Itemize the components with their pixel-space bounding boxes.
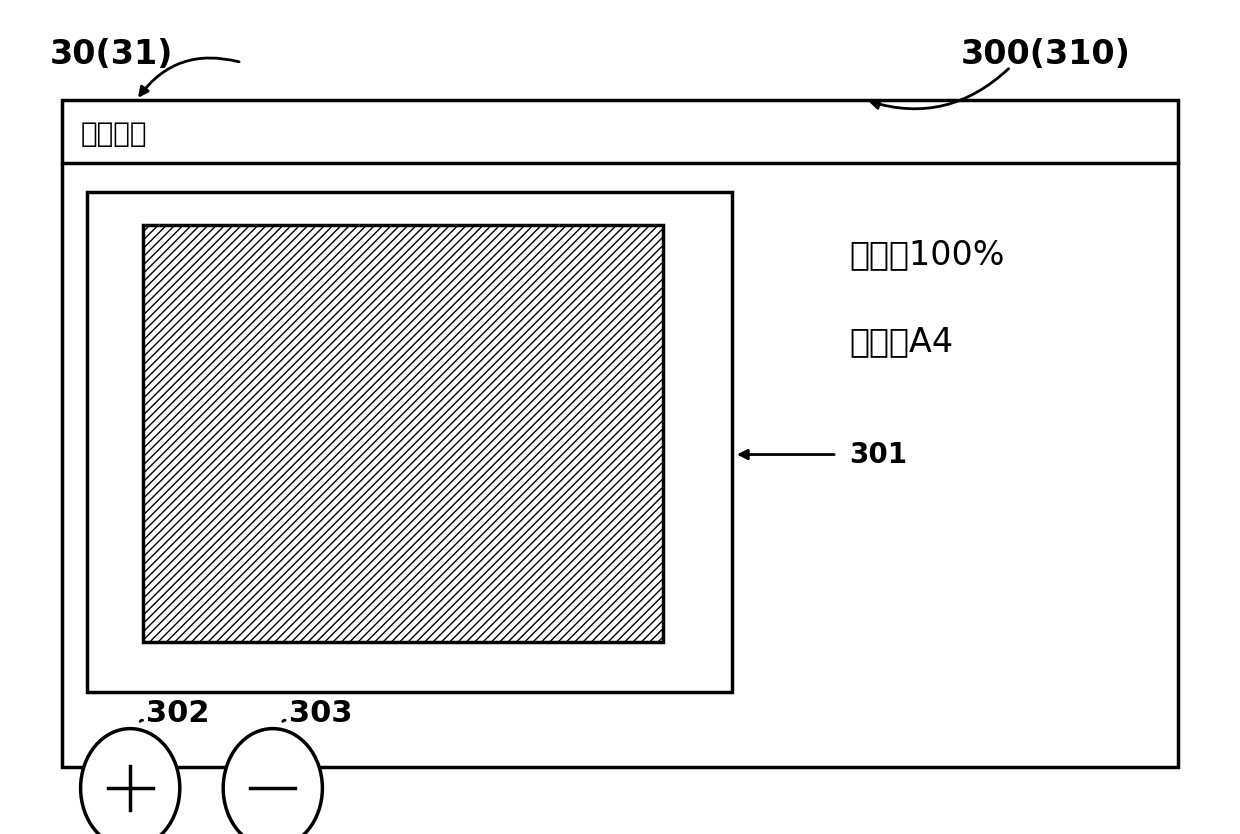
Bar — [143, 225, 663, 642]
Text: 尺寸：A4: 尺寸：A4 — [849, 325, 954, 359]
Text: 倍率：100%: 倍率：100% — [849, 238, 1004, 271]
Text: 303: 303 — [289, 699, 352, 727]
Ellipse shape — [81, 729, 180, 834]
Text: 301: 301 — [849, 440, 908, 469]
Text: 预览画面: 预览画面 — [81, 120, 148, 148]
Bar — [87, 192, 732, 692]
Text: 30(31): 30(31) — [50, 38, 172, 71]
Text: 302: 302 — [146, 699, 210, 727]
Bar — [62, 100, 1178, 767]
Text: 300(310): 300(310) — [961, 38, 1131, 71]
Ellipse shape — [223, 729, 322, 834]
